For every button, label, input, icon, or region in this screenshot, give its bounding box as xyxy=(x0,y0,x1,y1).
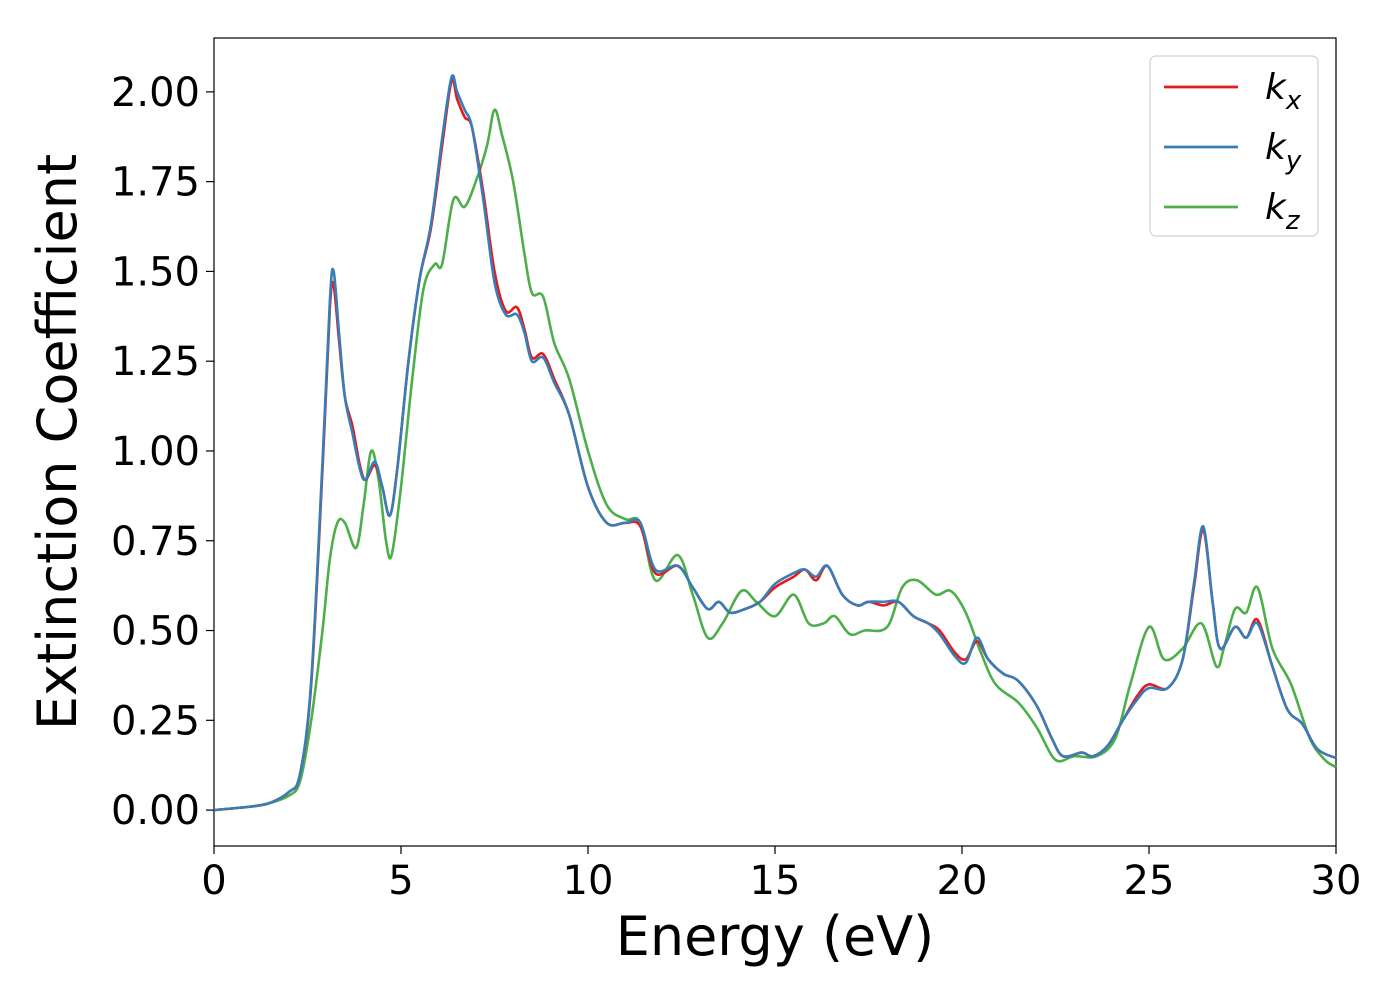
series-line-k-y xyxy=(213,74,1337,812)
series-layer xyxy=(213,74,1337,812)
x-tick-label: 10 xyxy=(563,858,614,904)
x-tick-label: 5 xyxy=(388,858,413,904)
y-tick-label: 0.50 xyxy=(111,609,200,655)
y-axis-label: Extinction Coefficient xyxy=(26,154,89,730)
x-tick-label: 25 xyxy=(1124,858,1175,904)
legend-label: kz xyxy=(1265,187,1301,236)
x-tick-label: 20 xyxy=(937,858,988,904)
legend-label: ky xyxy=(1265,127,1302,176)
legend-label: kx xyxy=(1265,67,1302,116)
y-axis-ticks: 0.00 0.25 0.50 0.75 1.00 1.25 1.50 1.75 2.00 xyxy=(111,70,214,834)
legend: kx ky kz xyxy=(1149,55,1319,237)
y-tick-label: 1.75 xyxy=(111,160,200,206)
y-tick-label: 1.50 xyxy=(111,249,200,295)
x-tick-label: 15 xyxy=(750,858,801,904)
x-axis-ticks: 0 5 10 15 20 25 30 xyxy=(201,846,1361,904)
y-tick-label: 2.00 xyxy=(111,70,200,116)
x-tick-label: 30 xyxy=(1311,858,1362,904)
y-tick-label: 0.25 xyxy=(111,698,200,744)
y-tick-label: 0.75 xyxy=(111,519,200,565)
y-tick-label: 0.00 xyxy=(111,788,200,834)
series-line-k-z xyxy=(213,108,1337,812)
y-tick-label: 1.25 xyxy=(111,339,200,385)
x-axis-label: Energy (eV) xyxy=(616,905,935,968)
y-tick-label: 1.00 xyxy=(111,429,200,475)
x-tick-label: 0 xyxy=(201,858,226,904)
